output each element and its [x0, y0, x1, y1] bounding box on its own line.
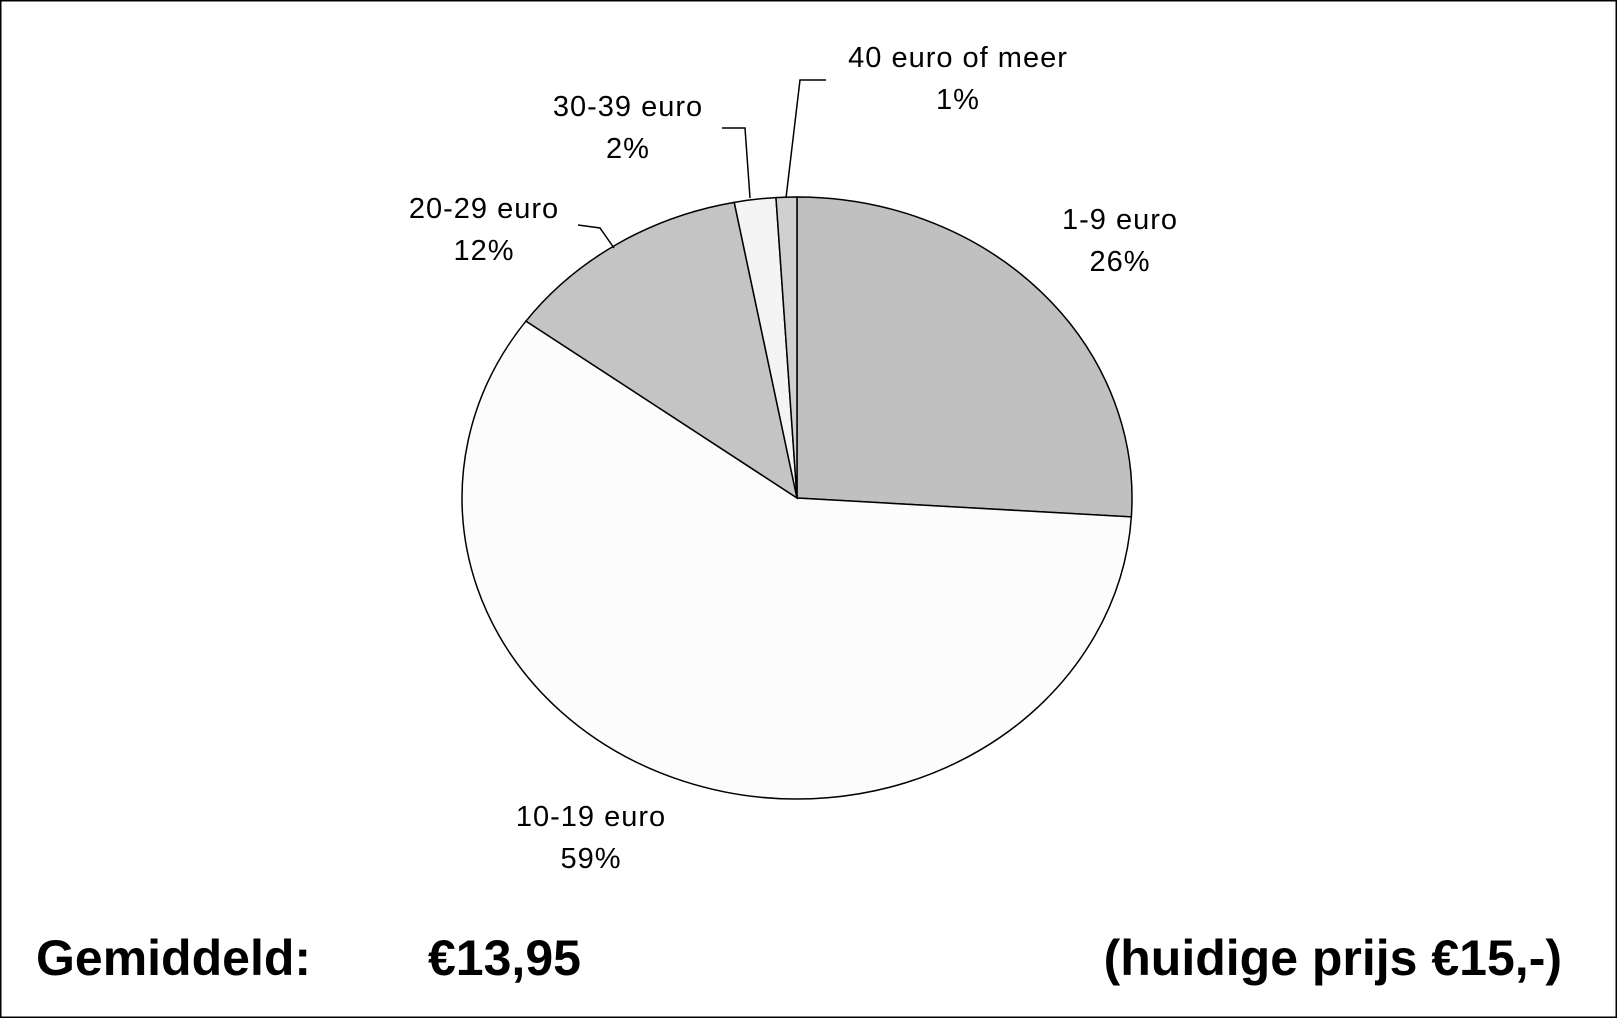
- slice-value-label: 12%: [453, 235, 514, 267]
- slice-value-label: 26%: [1089, 246, 1150, 278]
- leader-line: [785, 79, 826, 199]
- slice-value-label: 59%: [560, 843, 621, 875]
- pie-slice: [524, 201, 799, 500]
- pie-slice: [461, 320, 1133, 800]
- slice-value-label: 2%: [606, 133, 650, 165]
- slice-label: 30-39 euro: [553, 91, 703, 123]
- slice-label: 20-29 euro: [409, 193, 559, 225]
- slice-label: 1-9 euro: [1062, 204, 1178, 236]
- slice-label: 40 euro of meer: [848, 42, 1068, 74]
- average-label: Gemiddeld:: [36, 930, 311, 986]
- leader-line: [577, 224, 615, 249]
- pie-slice: [796, 196, 1133, 518]
- current-price: (huidige prijs €15,-): [1104, 930, 1562, 986]
- average-value: €13,95: [428, 930, 581, 986]
- leader-line: [722, 127, 751, 199]
- slice-label: 10-19 euro: [516, 801, 666, 833]
- slice-value-label: 1%: [936, 84, 980, 116]
